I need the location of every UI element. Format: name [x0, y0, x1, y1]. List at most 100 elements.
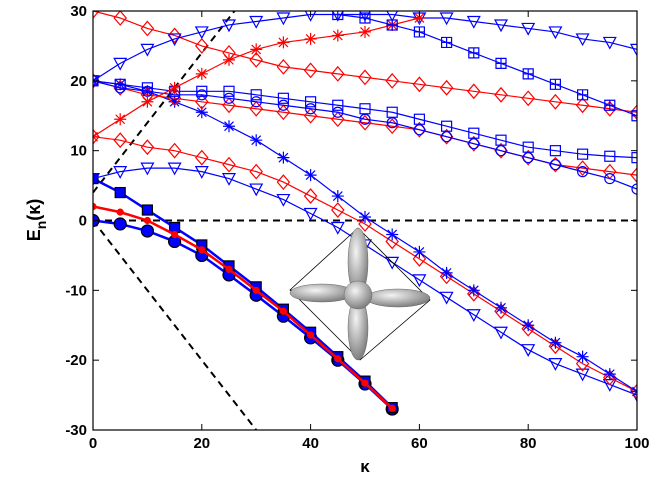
- marker: [222, 156, 236, 173]
- marker: [330, 221, 345, 235]
- marker: [113, 57, 128, 71]
- marker: [385, 72, 399, 89]
- marker: [304, 169, 317, 182]
- marker: [549, 78, 561, 90]
- marker: [359, 12, 371, 24]
- marker: [168, 81, 181, 94]
- marker: [249, 163, 263, 180]
- marker: [225, 265, 233, 273]
- marker: [604, 99, 616, 111]
- marker: [468, 127, 480, 139]
- marker: [549, 336, 562, 349]
- marker: [549, 145, 562, 157]
- x-tick-label: 0: [89, 435, 97, 452]
- marker: [222, 97, 236, 114]
- marker: [331, 29, 344, 42]
- marker: [250, 89, 262, 101]
- marker: [467, 284, 480, 297]
- marker: [522, 68, 534, 80]
- y-tick-label: 30: [70, 3, 87, 20]
- marker: [548, 93, 563, 110]
- plot: [93, 11, 637, 430]
- marker: [277, 99, 289, 111]
- fermi-surface: [289, 227, 431, 361]
- marker: [223, 53, 235, 66]
- marker: [386, 228, 399, 241]
- marker: [303, 207, 318, 221]
- x-axis-label: κ: [360, 457, 370, 476]
- marker: [250, 96, 262, 108]
- series-line: [93, 136, 637, 393]
- marker: [140, 43, 155, 57]
- marker: [167, 27, 182, 44]
- marker: [359, 11, 371, 22]
- marker: [276, 193, 291, 207]
- series-line: [93, 80, 637, 190]
- marker: [277, 151, 290, 164]
- marker: [603, 369, 617, 386]
- marker: [277, 92, 289, 104]
- marker: [141, 204, 153, 216]
- marker: [493, 326, 509, 340]
- marker: [466, 15, 481, 29]
- y-tick-label: 0: [79, 213, 87, 230]
- marker: [305, 103, 317, 115]
- marker: [331, 65, 345, 82]
- y-label-rest: (κ): [24, 199, 44, 221]
- marker: [441, 120, 453, 132]
- series-line: [93, 11, 637, 113]
- x-tick-label: 40: [302, 435, 319, 452]
- marker: [276, 58, 291, 75]
- x-tick-label: 20: [193, 435, 210, 452]
- marker: [194, 26, 209, 40]
- marker: [412, 76, 427, 93]
- y-tick-label: 20: [70, 73, 87, 90]
- marker: [113, 132, 127, 149]
- marker: [439, 12, 454, 26]
- marker: [361, 379, 369, 387]
- marker: [468, 47, 480, 59]
- marker: [140, 224, 154, 238]
- marker: [141, 82, 153, 94]
- marker: [113, 11, 127, 26]
- marker: [141, 95, 154, 108]
- marker: [631, 152, 637, 164]
- marker: [604, 173, 616, 185]
- y-label-sub: n: [33, 221, 49, 230]
- marker: [171, 230, 179, 239]
- series-line: [93, 80, 637, 159]
- marker: [412, 274, 427, 288]
- marker: [195, 93, 209, 110]
- marker: [194, 166, 209, 179]
- marker: [521, 90, 535, 107]
- marker: [631, 110, 637, 122]
- marker: [439, 291, 454, 305]
- y-tick-label: -10: [65, 282, 87, 299]
- marker: [413, 11, 426, 24]
- marker: [388, 404, 396, 412]
- x-tick-label: 60: [411, 435, 428, 452]
- x-tick-label: 100: [624, 435, 649, 452]
- marker: [331, 202, 345, 218]
- marker: [441, 36, 453, 49]
- marker: [221, 173, 237, 186]
- marker: [250, 43, 263, 56]
- marker: [494, 303, 508, 320]
- marker: [116, 208, 124, 216]
- reference-line: [93, 11, 236, 194]
- y-label-main: E: [24, 229, 44, 241]
- marker: [549, 159, 562, 171]
- marker: [548, 358, 563, 371]
- marker: [249, 100, 263, 117]
- marker: [334, 355, 342, 363]
- marker: [223, 92, 235, 104]
- marker: [93, 173, 101, 186]
- marker: [113, 166, 128, 179]
- marker: [303, 188, 318, 204]
- marker: [195, 67, 208, 80]
- marker: [249, 15, 264, 29]
- marker: [629, 43, 637, 57]
- marker: [521, 320, 535, 337]
- marker: [522, 319, 535, 332]
